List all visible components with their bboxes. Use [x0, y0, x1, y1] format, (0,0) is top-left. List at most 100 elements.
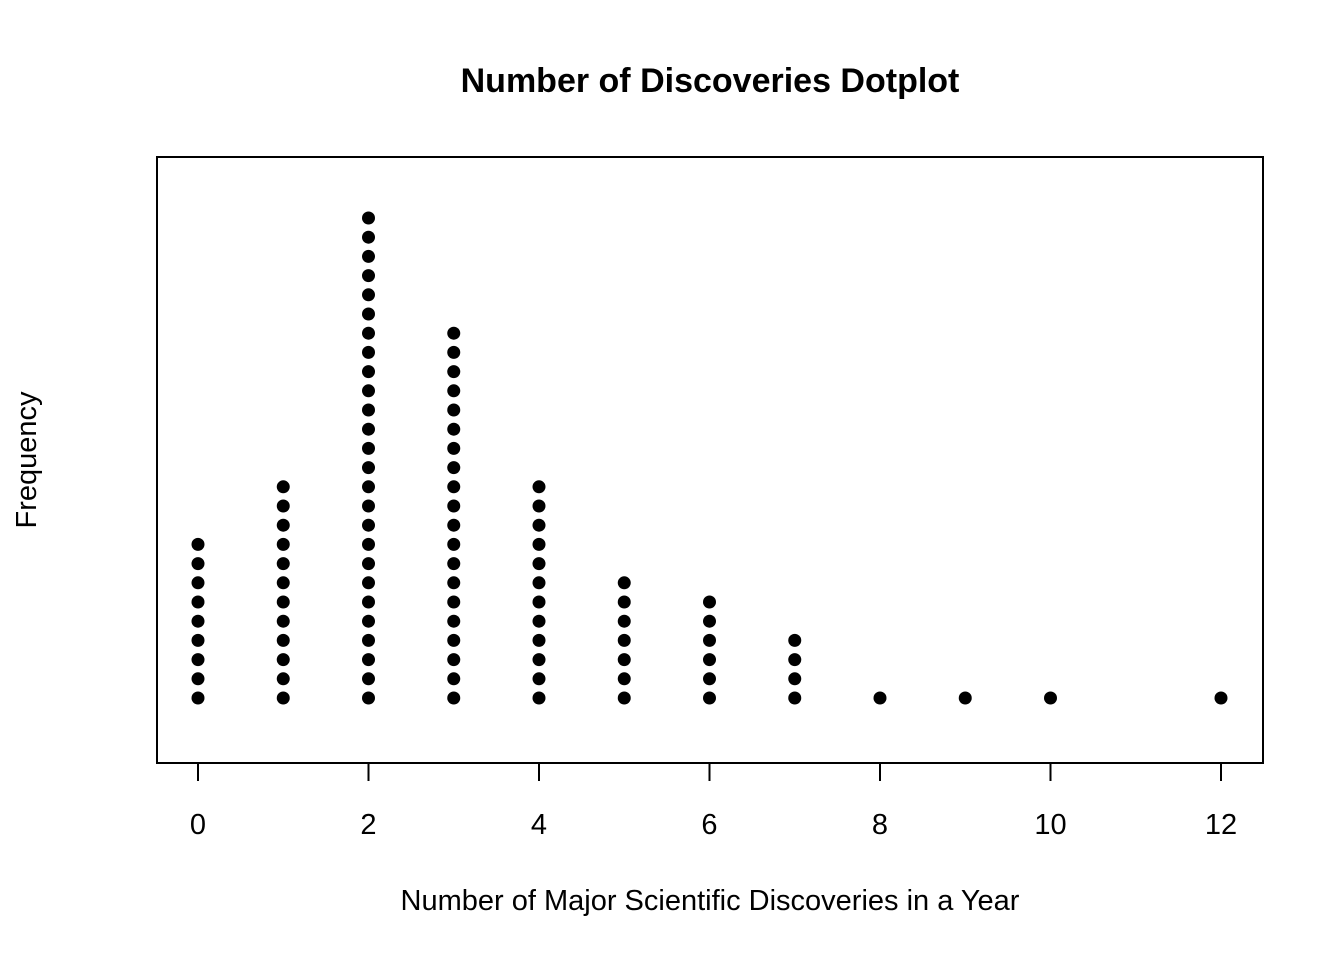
dot-x3-5	[447, 614, 461, 628]
dot-x0-1	[191, 691, 205, 705]
dot-x2-25	[362, 230, 375, 244]
dot-x0-5	[191, 614, 205, 628]
dot-x5-6	[617, 595, 631, 609]
dot-x4-3	[532, 653, 546, 667]
dot-x3-3	[447, 653, 461, 667]
dot-x5-2	[617, 672, 631, 686]
dot-x1-2	[276, 672, 290, 686]
dot-x2-18	[362, 365, 375, 379]
dot-x2-12	[362, 480, 375, 494]
dot-x2-19	[362, 345, 375, 359]
dot-x4-5	[532, 614, 546, 628]
dot-x4-8	[532, 557, 546, 571]
dot-x2-2	[362, 672, 375, 686]
dot-x4-2	[532, 672, 546, 686]
dot-x2-6	[362, 595, 375, 609]
dot-x3-20	[447, 326, 461, 340]
dot-x4-9	[532, 537, 546, 551]
dot-x1-10	[276, 518, 290, 532]
dot-x4-7	[532, 576, 546, 590]
dot-x4-4	[532, 633, 546, 647]
dot-x0-2	[191, 672, 205, 686]
dot-x1-4	[276, 633, 290, 647]
dot-x1-8	[276, 557, 290, 571]
dot-x3-1	[447, 691, 461, 705]
dot-x1-12	[276, 480, 290, 494]
dot-x1-7	[276, 576, 290, 590]
dot-x3-9	[447, 537, 461, 551]
dot-x6-4	[703, 633, 716, 647]
x-axis-label: Number of Major Scientific Discoveries i…	[401, 885, 1020, 917]
dot-x0-6	[191, 595, 205, 609]
dot-x6-3	[703, 653, 716, 667]
dot-x3-19	[447, 345, 461, 359]
dot-x2-22	[362, 288, 375, 302]
dot-x7-1	[788, 691, 802, 705]
dot-x6-2	[703, 672, 716, 686]
dot-x5-7	[617, 576, 631, 590]
dot-x4-11	[532, 499, 546, 513]
dot-x7-3	[788, 653, 802, 667]
dot-x3-11	[447, 499, 461, 513]
dot-x2-5	[362, 614, 375, 628]
dot-x2-23	[362, 269, 375, 283]
dot-x2-14	[362, 441, 375, 455]
dot-x3-2	[447, 672, 461, 686]
dot-x5-4	[617, 633, 631, 647]
dot-x0-9	[191, 537, 205, 551]
dot-x2-1	[362, 691, 375, 705]
dot-x2-7	[362, 576, 375, 590]
dot-x2-10	[362, 518, 375, 532]
x-tick-label-0: 0	[190, 809, 206, 841]
dot-layer	[191, 211, 1228, 705]
dot-x3-13	[447, 461, 461, 475]
dot-x10-1	[1044, 691, 1057, 705]
dot-x7-4	[788, 633, 802, 647]
chart-title: Number of Discoveries Dotplot	[461, 62, 960, 100]
dot-x2-17	[362, 384, 375, 398]
dot-x3-4	[447, 633, 461, 647]
dot-x1-9	[276, 537, 290, 551]
dot-x3-7	[447, 576, 461, 590]
x-tick-label-6: 6	[701, 809, 717, 841]
dot-x3-17	[447, 384, 461, 398]
dot-x9-1	[958, 691, 972, 705]
dot-x6-5	[703, 614, 716, 628]
dot-x7-2	[788, 672, 802, 686]
dot-x3-18	[447, 365, 461, 379]
dot-x2-11	[362, 499, 375, 513]
x-tick-label-2: 2	[360, 809, 376, 841]
dot-x0-8	[191, 557, 205, 571]
x-axis: 0 2 4 6 8 10 12	[190, 762, 1237, 841]
dot-x2-20	[362, 326, 375, 340]
dot-x2-9	[362, 537, 375, 551]
dot-x2-15	[362, 422, 375, 436]
dot-x4-6	[532, 595, 546, 609]
dot-x4-10	[532, 518, 546, 532]
x-tick-label-10: 10	[1034, 809, 1066, 841]
dot-x2-8	[362, 557, 375, 571]
dot-x1-6	[276, 595, 290, 609]
dot-x3-16	[447, 403, 461, 417]
y-axis-label: Frequency	[11, 391, 43, 529]
dot-x0-4	[191, 633, 205, 647]
dot-x5-3	[617, 653, 631, 667]
dot-x3-15	[447, 422, 461, 436]
dot-x2-13	[362, 461, 375, 475]
x-tick-label-8: 8	[872, 809, 888, 841]
dot-x0-7	[191, 576, 205, 590]
dot-x1-3	[276, 653, 290, 667]
dot-x4-12	[532, 480, 546, 494]
dot-x2-24	[362, 249, 375, 263]
dot-x3-14	[447, 441, 461, 455]
dot-x6-1	[703, 691, 716, 705]
dot-x5-5	[617, 614, 631, 628]
dot-x0-3	[191, 653, 205, 667]
plot-frame	[156, 156, 1264, 764]
dot-x6-6	[703, 595, 716, 609]
dot-x12-1	[1214, 691, 1228, 705]
dot-x2-4	[362, 633, 375, 647]
dot-x2-16	[362, 403, 375, 417]
dot-x2-21	[362, 307, 375, 321]
dot-x8-1	[873, 691, 887, 705]
